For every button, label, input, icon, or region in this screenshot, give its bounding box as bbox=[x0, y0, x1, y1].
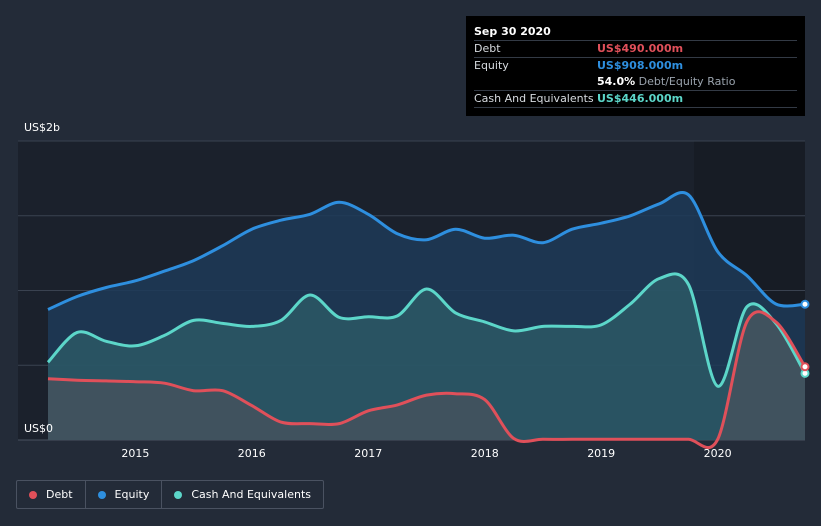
debt-end-marker bbox=[800, 362, 810, 372]
tooltip-equity-label: Equity bbox=[474, 59, 509, 72]
cash-line bbox=[46, 272, 807, 388]
x-tick-label-2016: 2016 bbox=[238, 447, 266, 460]
x-tick-label-2015: 2015 bbox=[121, 447, 149, 460]
y-axis-top-label: US$2b bbox=[24, 121, 60, 134]
tooltip-ratio-label: Debt/Equity Ratio bbox=[638, 75, 736, 88]
legend-debt-label: Debt bbox=[46, 488, 73, 501]
x-tick-label-2020: 2020 bbox=[704, 447, 732, 460]
debt-line bbox=[47, 310, 807, 450]
tooltip-equity-value: US$908.000m bbox=[597, 59, 684, 72]
debt-area bbox=[48, 311, 805, 440]
legend-item-debt[interactable]: Debt bbox=[17, 481, 86, 508]
x-axis-ticks: 2015 2016 2017 2018 2019 2020 bbox=[121, 447, 731, 460]
tooltip-row-debt: Debt US$490.000m bbox=[474, 40, 797, 57]
legend-debt-dot-icon bbox=[29, 490, 37, 499]
tooltip-row-equity: Equity US$908.000m bbox=[474, 57, 797, 74]
tooltip-cash-label: Cash And Equivalents bbox=[474, 92, 594, 105]
equity-end-marker bbox=[800, 299, 810, 309]
series-end-markers bbox=[800, 299, 810, 378]
x-tick-label-2019: 2019 bbox=[587, 447, 615, 460]
tooltip-debt-value: US$490.000m bbox=[597, 42, 684, 55]
legend-item-equity[interactable]: Equity bbox=[86, 481, 163, 508]
y-axis-bottom-label: US$0 bbox=[24, 422, 53, 435]
legend-cash-label: Cash And Equivalents bbox=[191, 488, 311, 501]
x-tick-label-2018: 2018 bbox=[471, 447, 499, 460]
tooltip-cash-value: US$446.000m bbox=[597, 92, 684, 105]
series-lines bbox=[46, 191, 807, 450]
legend-item-cash[interactable]: Cash And Equivalents bbox=[162, 481, 323, 508]
tooltip-ratio: 54.0% Debt/Equity Ratio bbox=[597, 74, 735, 90]
data-tooltip: Sep 30 2020 Debt US$490.000m Equity US$9… bbox=[466, 16, 805, 116]
x-tick-label-2017: 2017 bbox=[354, 447, 382, 460]
tooltip-debt-label: Debt bbox=[474, 42, 501, 55]
chart-legend: Debt Equity Cash And Equivalents bbox=[16, 480, 324, 509]
legend-equity-label: Equity bbox=[114, 488, 150, 501]
tooltip-date: Sep 30 2020 bbox=[474, 25, 551, 38]
tooltip-row-cash: Cash And Equivalents US$446.000m bbox=[474, 90, 797, 108]
tooltip-row-ratio: 54.0% Debt/Equity Ratio bbox=[474, 74, 797, 90]
tooltip-ratio-value: 54.0% bbox=[597, 75, 636, 88]
legend-cash-dot-icon bbox=[174, 490, 183, 499]
equity-line bbox=[47, 191, 806, 311]
legend-equity-dot-icon bbox=[97, 490, 106, 499]
